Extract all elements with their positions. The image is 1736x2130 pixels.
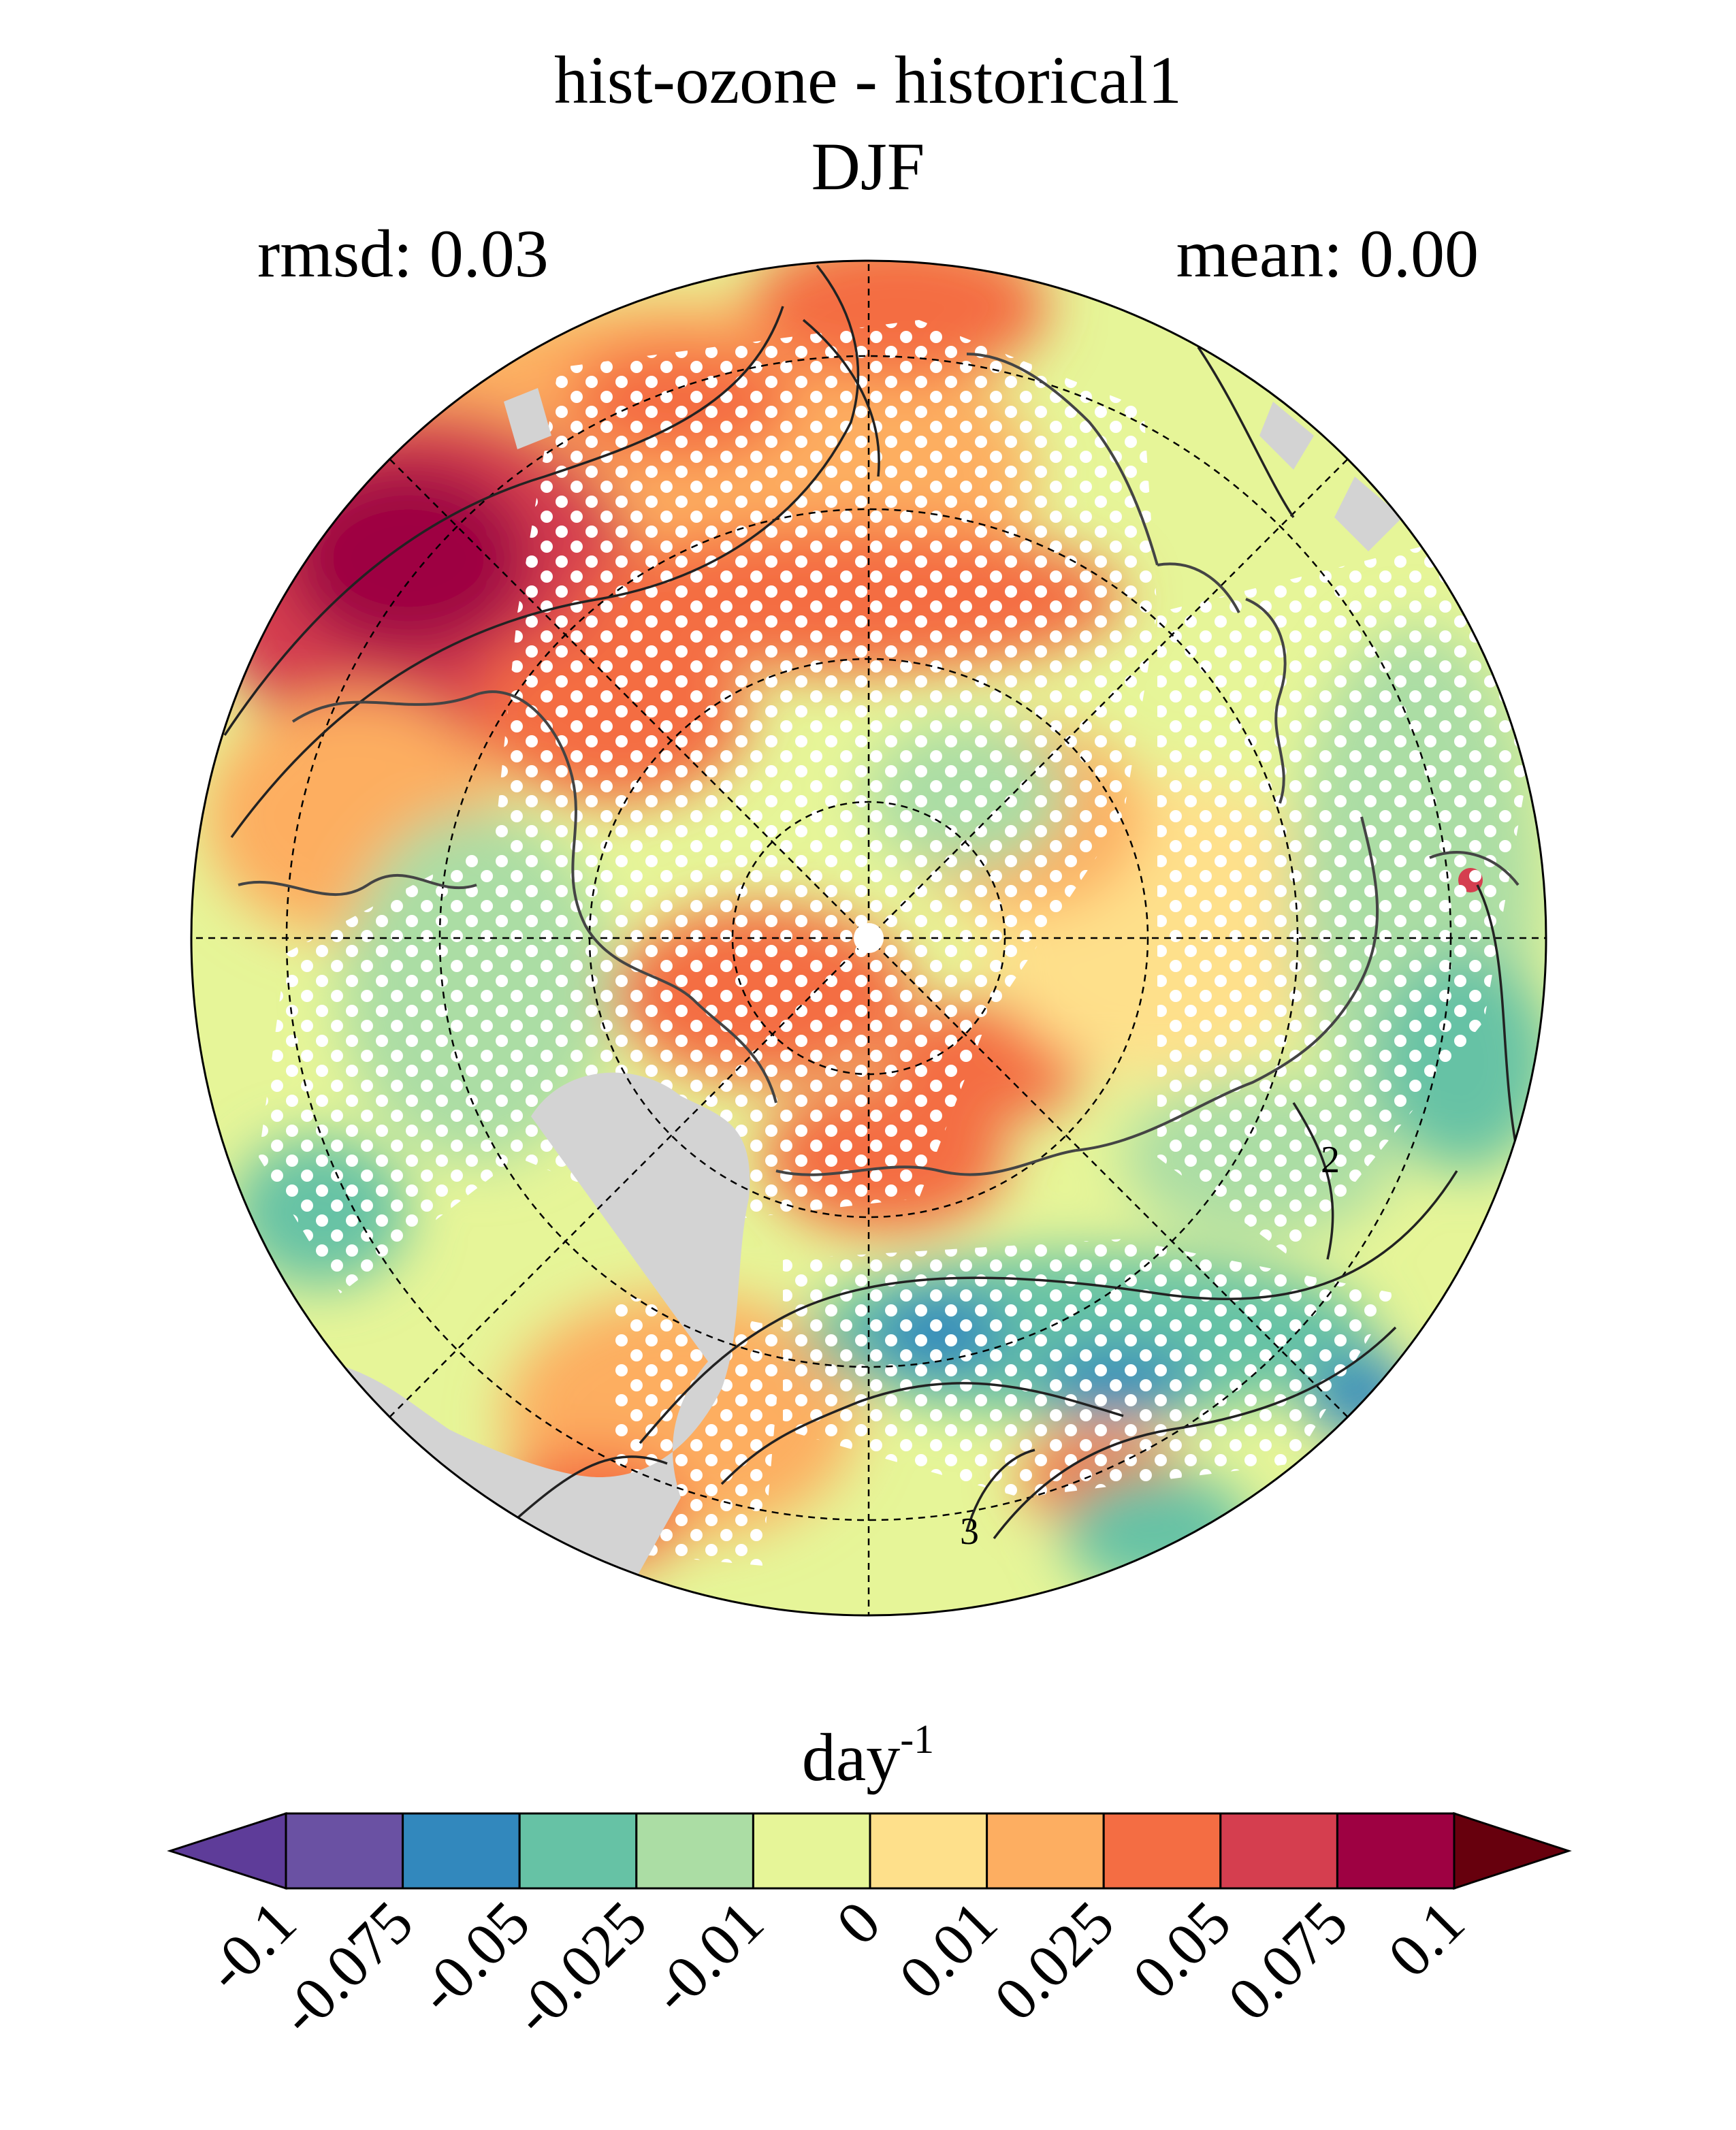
colorbar-extend-high (1453, 1811, 1572, 1890)
coastlines (238, 353, 1520, 1176)
colorbar-tick-label: 0.075 (1215, 1888, 1360, 2033)
colorbar: -0.1-0.075-0.05-0.025-0.01 00.010.0250.05… (167, 1811, 1572, 2048)
rmsd-label: rmsd: 0.03 (257, 216, 549, 291)
season-subtitle: DJF (811, 129, 925, 204)
colorbar-tick-label: 0 (824, 1888, 893, 1958)
colorbar-box (402, 1812, 521, 1890)
colorbar-tick-label: 0.1 (1376, 1888, 1478, 1990)
colorbar-extend-low (167, 1811, 287, 1890)
colorbar-box (518, 1812, 638, 1890)
colorbar-box (285, 1812, 404, 1890)
colorbar-box (986, 1812, 1105, 1890)
map-boundary (190, 259, 1547, 1617)
colorbar-tick-label: -0.025 (500, 1888, 660, 2048)
colorbar-tick-label: -0.01 (639, 1888, 777, 2027)
colorbar-box (1336, 1812, 1456, 1890)
colorbar-tick-label: -0.075 (266, 1888, 425, 2048)
units-label: day-1 (801, 1717, 935, 1795)
colorbar-box (752, 1812, 871, 1890)
contour-label: 3 (960, 1511, 979, 1553)
mean-label: mean: 0.00 (1176, 216, 1479, 291)
colorbar-tick-label: 0.025 (982, 1888, 1127, 2033)
contour-lines (223, 264, 1520, 1540)
pole-marker (854, 923, 884, 953)
colorbar-box (869, 1812, 988, 1890)
colorbar-box (1219, 1812, 1338, 1890)
map-title: hist-ozone - historical1 (554, 42, 1182, 118)
colorbar-box (1102, 1812, 1222, 1890)
colorbar-box (635, 1812, 754, 1890)
contour-label: 2 (1321, 1139, 1340, 1181)
